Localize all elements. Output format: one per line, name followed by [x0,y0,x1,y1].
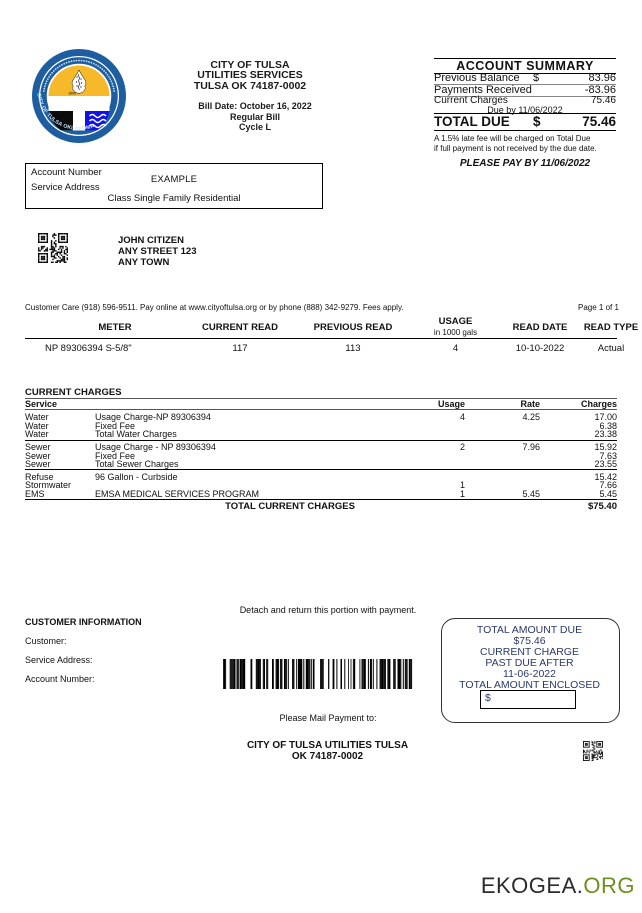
svg-text:1898: 1898 [68,92,76,96]
